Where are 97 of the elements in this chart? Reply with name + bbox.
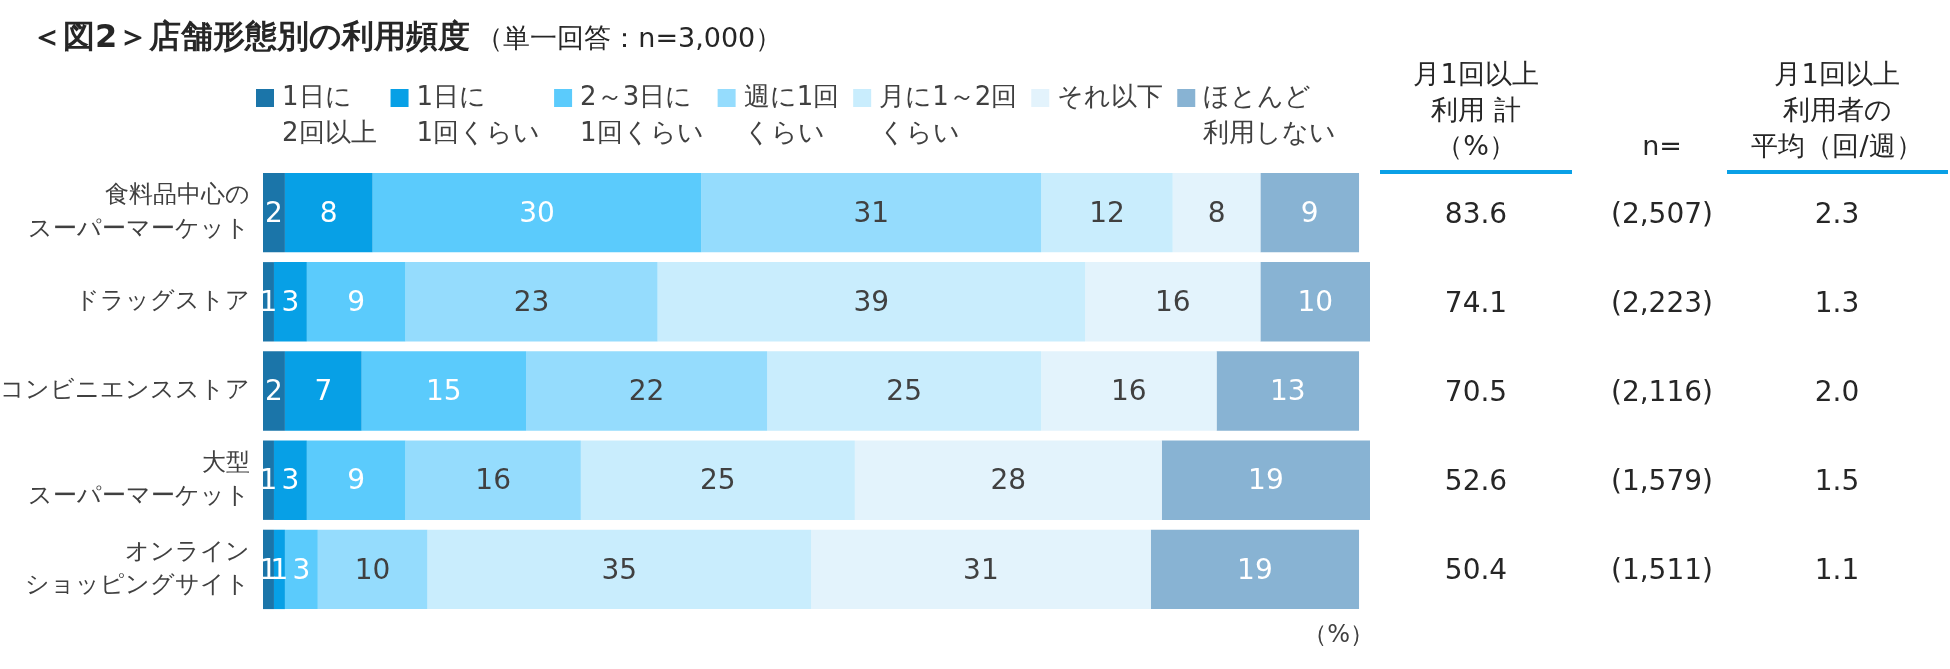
legend-label: 週に1回くらい bbox=[743, 80, 840, 147]
data-label: 31 bbox=[853, 195, 890, 229]
y-tick-label: オンラインショッピングサイト bbox=[25, 536, 250, 599]
bar bbox=[306, 440, 406, 520]
y-tick-label: 食料品中心のスーパーマーケット bbox=[28, 180, 250, 242]
data-label: 50.4 bbox=[1444, 553, 1508, 587]
bar bbox=[273, 440, 307, 520]
bar bbox=[273, 262, 307, 342]
legend-label: 月に1～2回くらい bbox=[879, 80, 1018, 147]
data-label: 1 bbox=[259, 285, 278, 319]
bar bbox=[306, 262, 406, 342]
data-label: 16 bbox=[1111, 374, 1147, 408]
data-label: 25 bbox=[886, 374, 922, 408]
bar bbox=[405, 440, 581, 520]
data-label: (1,511) bbox=[1610, 553, 1713, 587]
legend-label: ほとんど利用しない bbox=[1203, 80, 1337, 147]
data-label: 30 bbox=[519, 195, 555, 229]
data-label: 1.5 bbox=[1814, 464, 1860, 498]
text: 月1回以上利用者の平均（回/週） bbox=[1750, 57, 1924, 163]
y-tick-label: コンビニエンスストア bbox=[0, 375, 250, 404]
data-label: 13 bbox=[1269, 374, 1306, 408]
data-label: 10 bbox=[1297, 285, 1334, 319]
data-label: 9 bbox=[1300, 195, 1319, 229]
data-label: 52.6 bbox=[1444, 464, 1508, 498]
bar bbox=[1216, 351, 1360, 431]
data-label: 9 bbox=[347, 463, 366, 497]
data-label: 19 bbox=[1237, 552, 1273, 586]
bar bbox=[317, 529, 428, 610]
bar bbox=[263, 172, 285, 253]
data-label: 22 bbox=[628, 374, 665, 408]
data-label: 83.6 bbox=[1444, 196, 1508, 230]
data-label: 1.1 bbox=[1814, 553, 1860, 587]
data-label: 15 bbox=[426, 374, 462, 408]
y-tick-label: 大型スーパーマーケット bbox=[28, 447, 250, 510]
bar bbox=[657, 262, 1086, 342]
legend-label: 1日に1回くらい bbox=[416, 80, 541, 147]
data-label: 2.0 bbox=[1814, 375, 1860, 408]
bar bbox=[1085, 262, 1261, 342]
data-label: 28 bbox=[990, 463, 1027, 497]
bar bbox=[701, 172, 1042, 253]
data-label: 2 bbox=[265, 195, 283, 229]
bar bbox=[263, 351, 285, 431]
data-label: 19 bbox=[1248, 463, 1284, 497]
bar bbox=[1161, 440, 1370, 520]
bar bbox=[1172, 172, 1261, 253]
data-label: 70.5 bbox=[1444, 375, 1508, 408]
data-label: 74.1 bbox=[1444, 285, 1508, 319]
bar bbox=[427, 529, 812, 610]
bar bbox=[580, 440, 855, 520]
data-label: 12 bbox=[1089, 195, 1125, 229]
bar bbox=[284, 351, 362, 431]
legend-label: それ以下 bbox=[1057, 80, 1164, 111]
data-label: 39 bbox=[853, 285, 890, 319]
bar bbox=[372, 172, 702, 253]
chart-subtitle: （単一回答：n=3,000） bbox=[476, 22, 783, 53]
data-label: (2,507) bbox=[1610, 196, 1713, 230]
text: 月1回以上利用 計（%） bbox=[1412, 57, 1540, 163]
legend-label: 1日に2回以上 bbox=[282, 80, 377, 147]
bar bbox=[1260, 172, 1360, 253]
bar bbox=[1041, 172, 1173, 253]
data-label: (2,223) bbox=[1610, 285, 1713, 319]
bar bbox=[1041, 351, 1217, 431]
data-label: 2 bbox=[265, 374, 283, 408]
text: （%） bbox=[1303, 620, 1374, 649]
bar bbox=[1150, 529, 1360, 610]
data-label: 2.3 bbox=[1814, 196, 1860, 230]
data-label: 23 bbox=[513, 285, 550, 319]
data-label: 1.3 bbox=[1814, 285, 1860, 319]
text: n= bbox=[1641, 129, 1683, 163]
bar bbox=[767, 351, 1042, 431]
data-label: 25 bbox=[700, 463, 736, 497]
data-label: 31 bbox=[963, 552, 999, 586]
legend-label: 2～3日に1回くらい bbox=[580, 80, 704, 147]
bar bbox=[361, 351, 527, 431]
bar bbox=[854, 440, 1162, 520]
data-label: 35 bbox=[601, 552, 638, 586]
bar bbox=[526, 351, 768, 431]
bar bbox=[284, 529, 318, 610]
data-label: 16 bbox=[475, 463, 511, 497]
data-label: 3 bbox=[281, 285, 300, 319]
data-label: 8 bbox=[1207, 195, 1226, 229]
chart-title: ＜図2＞店舗形態別の利用頻度 bbox=[31, 17, 471, 55]
y-tick-label: ドラッグストア bbox=[75, 286, 250, 315]
data-label: 7 bbox=[314, 374, 333, 408]
data-label: (1,579) bbox=[1610, 464, 1713, 498]
data-label: 3 bbox=[281, 463, 300, 497]
data-label: (2,116) bbox=[1610, 375, 1713, 408]
bar bbox=[1260, 262, 1370, 342]
bar bbox=[811, 529, 1151, 610]
bar bbox=[284, 172, 373, 253]
data-label: 10 bbox=[354, 552, 391, 586]
data-label: 9 bbox=[347, 285, 366, 319]
data-label: 8 bbox=[319, 195, 338, 229]
data-label: 1 bbox=[259, 463, 278, 497]
data-label: 3 bbox=[292, 552, 311, 586]
bar bbox=[405, 262, 658, 342]
data-label: 16 bbox=[1154, 285, 1191, 319]
